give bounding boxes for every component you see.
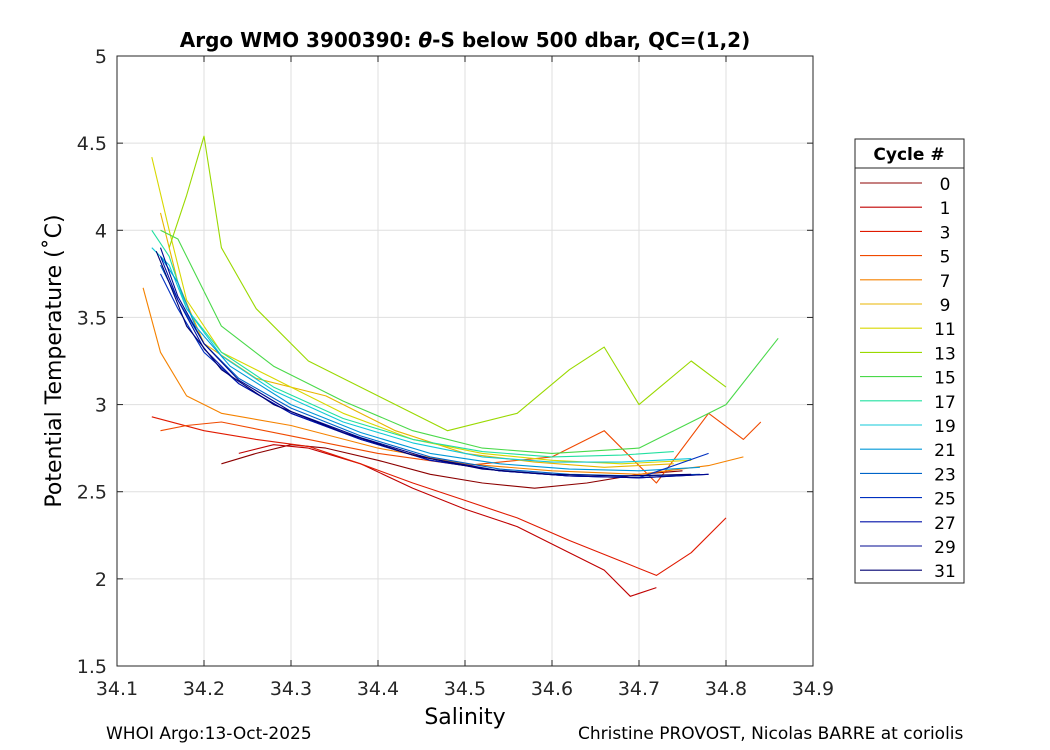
- y-tick-label: 5: [95, 46, 107, 68]
- series-line-cycle-31: [155, 250, 692, 477]
- series-line-cycle-19: [151, 247, 692, 463]
- x-tick-label: 34.6: [531, 678, 573, 700]
- x-tick-label: 34.3: [270, 678, 312, 700]
- y-tick-label: 2: [95, 569, 107, 591]
- legend-label: 21: [934, 441, 956, 461]
- series-layer: [142, 135, 779, 597]
- x-tick-label: 34.1: [96, 678, 138, 700]
- x-axis-label: Salinity: [424, 705, 505, 730]
- series-line-cycle-13: [168, 135, 727, 432]
- legend-label: 17: [934, 393, 956, 413]
- legend-label: 31: [934, 562, 956, 582]
- legend-label: 23: [934, 465, 956, 485]
- tick-layer: 34.1 34.2 34.3 34.4 34.5 34.6 34.7 34.8 34.91.52…: [77, 46, 834, 700]
- chart-title-prefix: Argo WMO 3900390:: [180, 28, 419, 52]
- x-tick-label: 34.2: [183, 678, 225, 700]
- x-tick-label: 34.5: [444, 678, 486, 700]
- legend-label: 25: [934, 490, 956, 510]
- legend-title: Cycle #: [873, 145, 944, 165]
- legend-label: 19: [934, 417, 956, 437]
- series-line-cycle-9: [159, 212, 674, 468]
- x-tick-label: 34.4: [357, 678, 399, 700]
- series-line-cycle-0: [221, 444, 683, 489]
- x-tick-label: 34.9: [792, 678, 834, 700]
- legend-label: 27: [934, 514, 956, 534]
- legend-label: 5: [940, 248, 951, 268]
- chart-title-suffix: -S below 500 dbar, QC=(1,2): [432, 28, 750, 52]
- legend-label: 0: [940, 175, 951, 195]
- series-line-cycle-1: [238, 444, 657, 597]
- chart-title: Argo WMO 3900390: θ-S below 500 dbar, QC…: [180, 28, 750, 52]
- legend-label: 1: [940, 199, 951, 219]
- y-tick-label: 3.5: [77, 307, 107, 329]
- legend-label: 7: [940, 272, 951, 292]
- legend-box: [854, 138, 965, 584]
- y-tick-label: 2.5: [77, 482, 107, 504]
- y-tick-label: 4.5: [77, 133, 107, 155]
- x-tick-label: 34.7: [618, 678, 660, 700]
- x-tick-label: 34.8: [705, 678, 747, 700]
- legend-label: 15: [934, 369, 956, 389]
- series-line-cycle-5: [160, 412, 762, 484]
- footer-left-credit: WHOI Argo:13-Oct-2025: [106, 724, 312, 744]
- footer-right-credit: Christine PROVOST, Nicolas BARRE at cori…: [578, 724, 964, 744]
- y-tick-label: 4: [95, 220, 107, 242]
- legend-label: 29: [934, 538, 956, 558]
- series-line-cycle-7: [142, 287, 744, 475]
- series-line-cycle-11: [151, 156, 692, 465]
- chart-title-theta: θ: [418, 28, 432, 52]
- y-axis-label: Potential Temperature (˚C): [42, 214, 67, 507]
- legend-label: 11: [934, 320, 956, 340]
- legend-label: 9: [940, 296, 951, 316]
- series-line-cycle-15: [160, 229, 779, 454]
- y-tick-label: 1.5: [77, 656, 107, 678]
- series-line-cycle-3: [151, 416, 727, 576]
- series-line-cycle-21: [160, 256, 700, 472]
- y-tick-label: 3: [95, 395, 107, 417]
- legend-label: 13: [934, 344, 956, 364]
- legend-label: 3: [940, 223, 951, 243]
